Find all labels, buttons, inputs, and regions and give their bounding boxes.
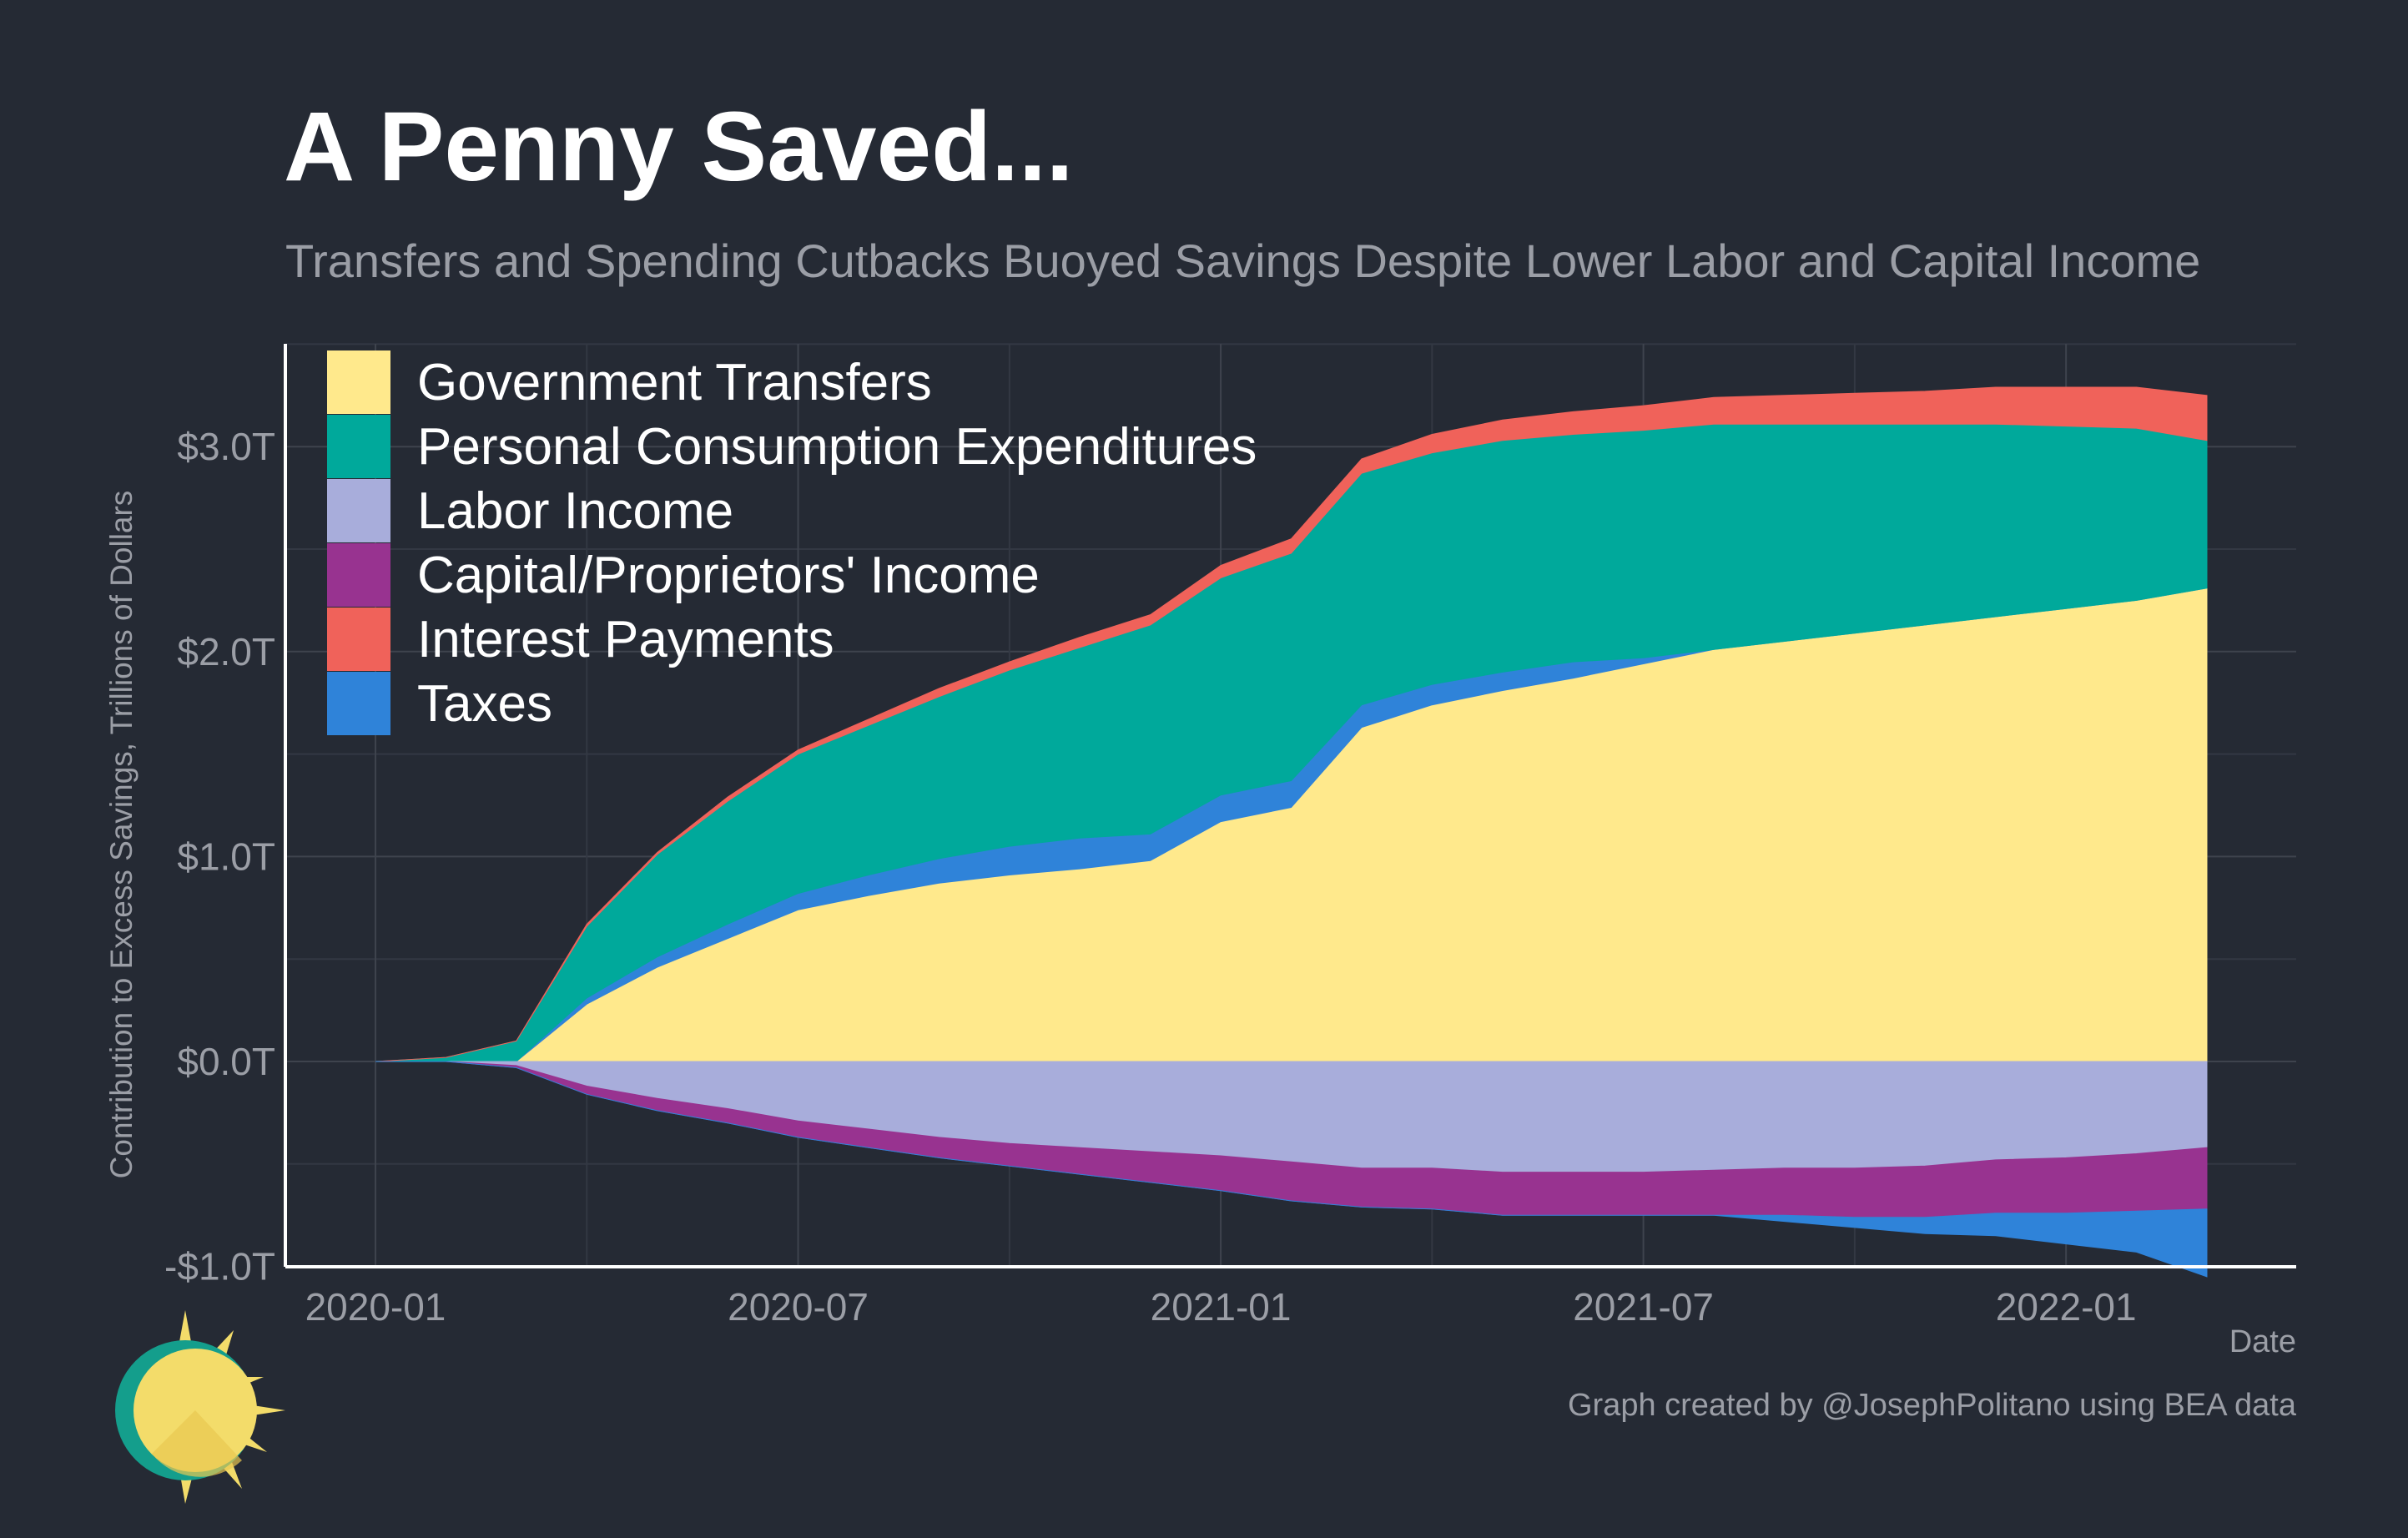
legend-swatch — [327, 608, 390, 671]
legend-label: Taxes — [417, 674, 552, 733]
area-taxes — [375, 1061, 2208, 1278]
legend-swatch — [327, 479, 390, 542]
legend-item: Personal Consumption Expenditures — [327, 415, 1257, 478]
x-axis-label: Date — [2229, 1324, 2296, 1359]
legend-item: Taxes — [327, 672, 552, 735]
x-tick-label: 2020-01 — [305, 1285, 446, 1329]
y-tick-label: $2.0T — [177, 630, 275, 673]
y-tick-label: $0.0T — [177, 1040, 275, 1083]
legend-item: Labor Income — [327, 479, 733, 542]
x-tick-label: 2021-07 — [1573, 1285, 1714, 1329]
x-tick-label: 2022-01 — [1996, 1285, 2137, 1329]
chart-title: A Penny Saved... — [284, 92, 1074, 202]
legend-swatch — [327, 672, 390, 735]
legend-label: Personal Consumption Expenditures — [417, 417, 1257, 476]
area-series-layer — [375, 386, 2208, 1278]
area-labor-income — [375, 1061, 2208, 1173]
legend-label: Interest Payments — [417, 610, 834, 668]
sun-logo-icon — [115, 1310, 285, 1504]
x-tick-label: 2021-01 — [1151, 1285, 1292, 1329]
area-interest-payments — [375, 386, 2208, 1062]
legend-label: Capital/Proprietors' Income — [417, 546, 1040, 604]
y-axis-label: Contribution to Excess Savings, Trillion… — [104, 491, 139, 1179]
legend-item: Government Transfers — [327, 350, 932, 414]
source-credit: Graph created by @JosephPolitano using B… — [1567, 1388, 2296, 1423]
legend-swatch — [327, 415, 390, 478]
legend-label: Labor Income — [417, 482, 734, 540]
y-tick-label: $1.0T — [177, 835, 275, 878]
legend-item: Capital/Proprietors' Income — [327, 543, 1040, 607]
axes: -$1.0T $0.0T $1.0T $2.0T $3.0T 2020-01 2020-07… — [164, 344, 2296, 1329]
legend-label: Government Transfers — [417, 353, 932, 411]
x-tick-label: 2020-07 — [728, 1285, 869, 1329]
chart-subtitle: Transfers and Spending Cutbacks Buoyed S… — [285, 234, 2201, 287]
legend-swatch — [327, 543, 390, 607]
y-tick-label: $3.0T — [177, 425, 275, 468]
y-tick-label: -$1.0T — [164, 1245, 275, 1288]
legend-item: Interest Payments — [327, 608, 834, 671]
legend-swatch — [327, 350, 390, 414]
